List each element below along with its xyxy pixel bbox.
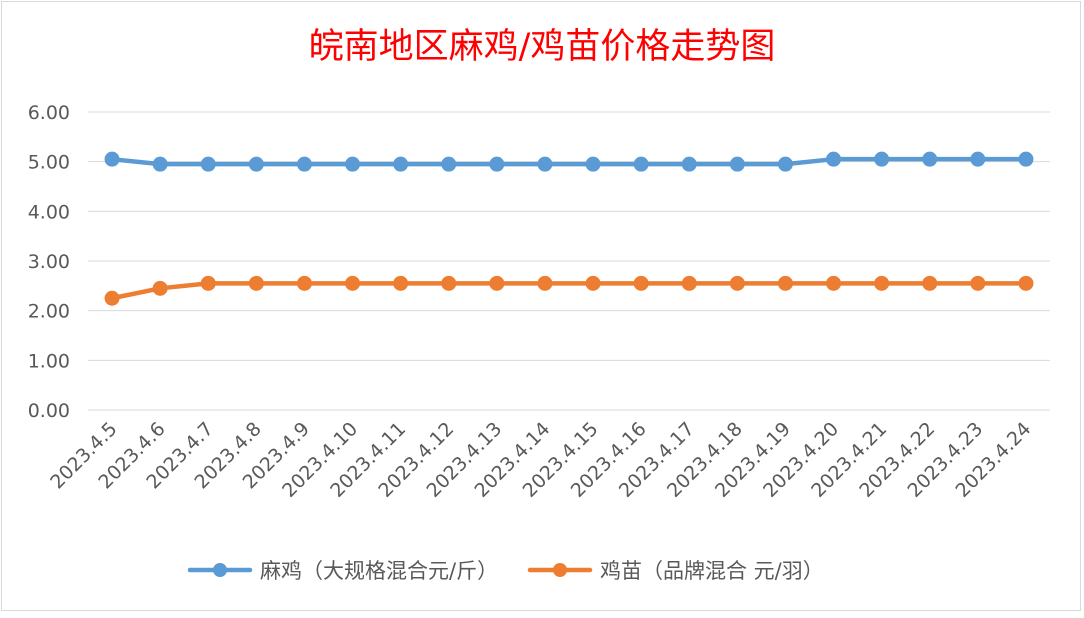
data-point — [922, 275, 938, 291]
data-point — [729, 275, 745, 291]
data-point — [489, 156, 505, 172]
data-point — [345, 275, 361, 291]
legend-marker — [213, 563, 227, 577]
data-point — [826, 151, 842, 167]
y-tick-label: 4.00 — [28, 201, 70, 223]
data-point — [537, 156, 553, 172]
data-point — [248, 156, 264, 172]
data-point — [633, 275, 649, 291]
data-point — [777, 275, 793, 291]
data-point — [633, 156, 649, 172]
data-point — [441, 275, 457, 291]
data-point — [200, 275, 216, 291]
data-point — [826, 275, 842, 291]
data-point — [345, 156, 361, 172]
legend-item: 鸡苗（品牌混合 元/羽） — [527, 559, 824, 583]
series-layer — [104, 151, 1034, 306]
data-point — [393, 156, 409, 172]
data-point — [729, 156, 745, 172]
grid-lines — [88, 111, 1050, 411]
data-point — [248, 275, 264, 291]
legend-marker — [553, 563, 567, 577]
data-point — [200, 156, 216, 172]
data-point — [681, 275, 697, 291]
data-point — [970, 275, 986, 291]
data-point — [296, 275, 312, 291]
data-point — [922, 151, 938, 167]
y-tick-label: 5.00 — [28, 152, 70, 174]
legend-label: 鸡苗（品牌混合 元/羽） — [600, 559, 824, 583]
y-tick-label: 1.00 — [28, 350, 70, 372]
chart-title: 皖南地区麻鸡/鸡苗价格走势图 — [309, 27, 776, 67]
data-point — [104, 290, 120, 306]
data-point — [537, 275, 553, 291]
data-point — [777, 156, 793, 172]
legend-item: 麻鸡（大规格混合元/斤） — [187, 559, 498, 583]
data-point — [585, 275, 601, 291]
series-line — [109, 281, 1029, 301]
series-1 — [104, 151, 1034, 172]
data-point — [152, 280, 168, 296]
data-point — [681, 156, 697, 172]
data-point — [441, 156, 457, 172]
y-axis-ticks: 0.00 1.00 2.00 3.00 4.00 5.00 6.00 — [28, 102, 70, 422]
y-tick-label: 3.00 — [28, 251, 70, 273]
data-point — [874, 275, 890, 291]
data-point — [152, 156, 168, 172]
data-point — [489, 275, 505, 291]
y-tick-label: 6.00 — [28, 102, 70, 124]
data-point — [585, 156, 601, 172]
series-line — [109, 156, 1029, 167]
y-tick-label: 2.00 — [28, 301, 70, 323]
data-point — [1018, 275, 1034, 291]
series-2 — [104, 275, 1034, 306]
legend: 麻鸡（大规格混合元/斤） 鸡苗（品牌混合 元/羽） — [187, 559, 824, 583]
legend-label: 麻鸡（大规格混合元/斤） — [260, 559, 498, 583]
y-tick-label: 0.00 — [28, 400, 70, 422]
data-point — [970, 151, 986, 167]
data-point — [296, 156, 312, 172]
data-point — [1018, 151, 1034, 167]
data-point — [104, 151, 120, 167]
data-point — [874, 151, 890, 167]
data-point — [393, 275, 409, 291]
